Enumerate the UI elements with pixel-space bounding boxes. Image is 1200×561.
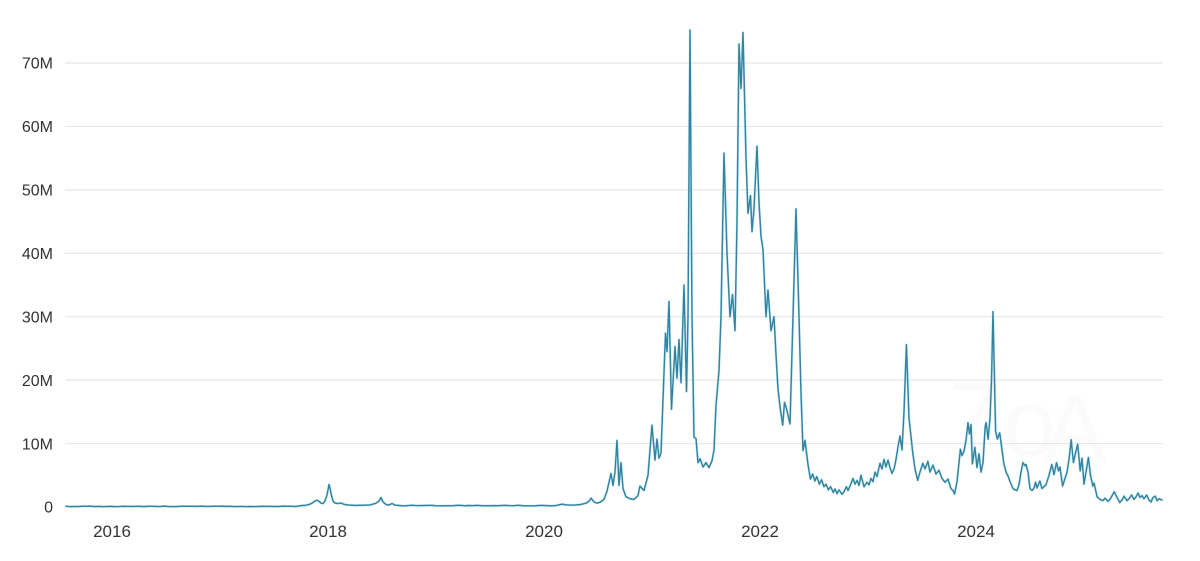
svg-text:2018: 2018	[309, 522, 347, 541]
svg-text:2016: 2016	[93, 522, 131, 541]
svg-text:30M: 30M	[22, 309, 53, 326]
svg-text:70M: 70M	[22, 56, 53, 73]
svg-text:10M: 10M	[22, 436, 53, 453]
svg-text:2024: 2024	[957, 522, 995, 541]
svg-text:2022: 2022	[741, 522, 779, 541]
svg-text:60M: 60M	[22, 119, 53, 136]
svg-text:0: 0	[44, 500, 53, 517]
svg-text:20M: 20M	[22, 373, 53, 390]
svg-text:2020: 2020	[525, 522, 563, 541]
svg-text:50M: 50M	[22, 183, 53, 200]
svg-text:40M: 40M	[22, 246, 53, 263]
